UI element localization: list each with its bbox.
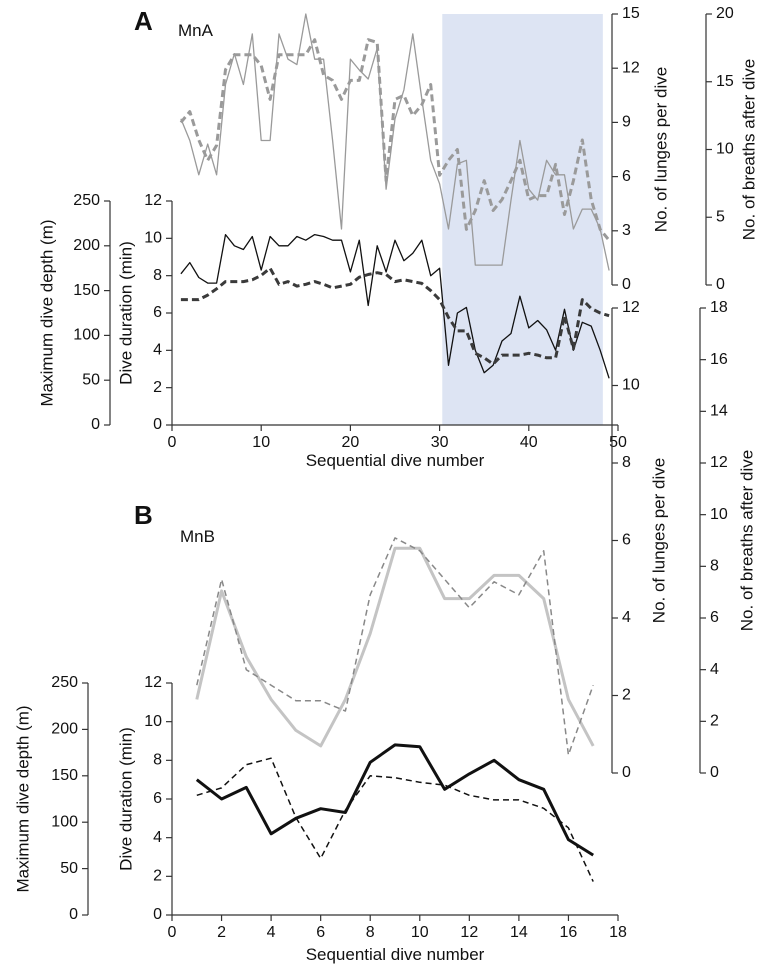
shaded-region xyxy=(442,14,603,425)
tick-label: 4 xyxy=(710,661,719,678)
tick-label: 10 xyxy=(622,377,640,394)
tick-label: 0 xyxy=(153,416,162,433)
x-tick-label: 12 xyxy=(460,924,478,941)
axis-label: Maximum dive depth (m) xyxy=(37,219,56,406)
tick-label: 12 xyxy=(710,454,728,471)
x-tick-label: 10 xyxy=(252,434,270,451)
tick-label: 18 xyxy=(710,299,728,316)
tick-label: 10 xyxy=(710,506,728,523)
series-line xyxy=(180,233,610,379)
axis-label: No. of breaths after dive xyxy=(739,59,758,240)
x-tick-label: 10 xyxy=(411,924,429,941)
tick-label: 10 xyxy=(144,713,162,730)
x-tick-label: 8 xyxy=(366,924,375,941)
tick-label: 2 xyxy=(622,687,631,704)
panel-annotation: MnA xyxy=(178,21,214,40)
panel-annotation: MnB xyxy=(180,527,215,546)
tick-label: 0 xyxy=(710,764,719,781)
tick-label: 10 xyxy=(716,141,734,158)
series-line xyxy=(196,757,594,882)
tick-label: 50 xyxy=(82,371,100,388)
x-tick-label: 14 xyxy=(510,924,528,941)
tick-label: 0 xyxy=(622,276,631,293)
tick-label: 15 xyxy=(622,5,640,22)
tick-label: 8 xyxy=(153,267,162,284)
axis-label: Dive duration (min) xyxy=(116,241,135,385)
tick-label: 8 xyxy=(710,558,719,575)
series-line xyxy=(195,743,594,857)
tick-label: 200 xyxy=(73,237,100,254)
series-line xyxy=(196,537,594,756)
x-tick-label: 40 xyxy=(520,434,538,451)
tick-label: 15 xyxy=(716,73,734,90)
tick-label: 2 xyxy=(153,868,162,885)
x-tick-label: 4 xyxy=(267,924,276,941)
x-tick-label: 16 xyxy=(560,924,578,941)
tick-label: 0 xyxy=(716,276,725,293)
axis-label: No. of breaths after dive xyxy=(737,450,756,631)
panel-title: A xyxy=(134,6,153,36)
tick-label: 6 xyxy=(622,168,631,185)
x-axis-label: Sequential dive number xyxy=(306,451,485,470)
tick-label: 100 xyxy=(51,813,78,830)
axis-label: No. of lunges per dive xyxy=(649,458,668,623)
x-tick-label: 6 xyxy=(316,924,325,941)
tick-label: 10 xyxy=(144,230,162,247)
series-line xyxy=(180,266,610,366)
tick-label: 12 xyxy=(622,299,640,316)
x-tick-label: 2 xyxy=(217,924,226,941)
tick-label: 12 xyxy=(144,674,162,691)
tick-label: 6 xyxy=(153,304,162,321)
x-tick-label: 20 xyxy=(342,434,360,451)
tick-label: 50 xyxy=(60,860,78,877)
tick-label: 4 xyxy=(153,342,162,359)
x-tick-label: 18 xyxy=(609,924,627,941)
tick-label: 0 xyxy=(622,764,631,781)
tick-label: 4 xyxy=(153,829,162,846)
tick-label: 200 xyxy=(51,721,78,738)
axis-label: Maximum dive depth (m) xyxy=(13,705,32,892)
tick-label: 3 xyxy=(622,222,631,239)
tick-label: 150 xyxy=(73,282,100,299)
x-tick-label: 50 xyxy=(609,434,627,451)
tick-label: 14 xyxy=(710,403,728,420)
x-tick-label: 30 xyxy=(431,434,449,451)
tick-label: 250 xyxy=(73,192,100,209)
tick-label: 0 xyxy=(153,906,162,923)
series-line xyxy=(180,13,610,271)
axis-label: Dive duration (min) xyxy=(116,727,135,871)
tick-label: 2 xyxy=(153,379,162,396)
panel-title: B xyxy=(134,500,153,530)
axis-label: No. of lunges per dive xyxy=(651,67,670,232)
tick-label: 0 xyxy=(91,416,100,433)
tick-label: 5 xyxy=(716,208,725,225)
tick-label: 12 xyxy=(622,59,640,76)
tick-label: 100 xyxy=(73,327,100,344)
tick-label: 9 xyxy=(622,114,631,131)
tick-label: 8 xyxy=(622,454,631,471)
tick-label: 12 xyxy=(144,192,162,209)
tick-label: 6 xyxy=(153,790,162,807)
x-tick-label: 0 xyxy=(168,924,177,941)
x-axis-label: Sequential dive number xyxy=(306,945,485,964)
tick-label: 4 xyxy=(622,609,631,626)
tick-label: 2 xyxy=(710,713,719,730)
x-tick-label: 0 xyxy=(168,434,177,451)
tick-label: 250 xyxy=(51,674,78,691)
tick-label: 6 xyxy=(710,609,719,626)
tick-label: 150 xyxy=(51,767,78,784)
tick-label: 0 xyxy=(69,906,78,923)
tick-label: 16 xyxy=(710,351,728,368)
tick-label: 8 xyxy=(153,752,162,769)
series-line xyxy=(195,546,595,748)
tick-label: 6 xyxy=(622,532,631,549)
tick-label: 20 xyxy=(716,5,734,22)
